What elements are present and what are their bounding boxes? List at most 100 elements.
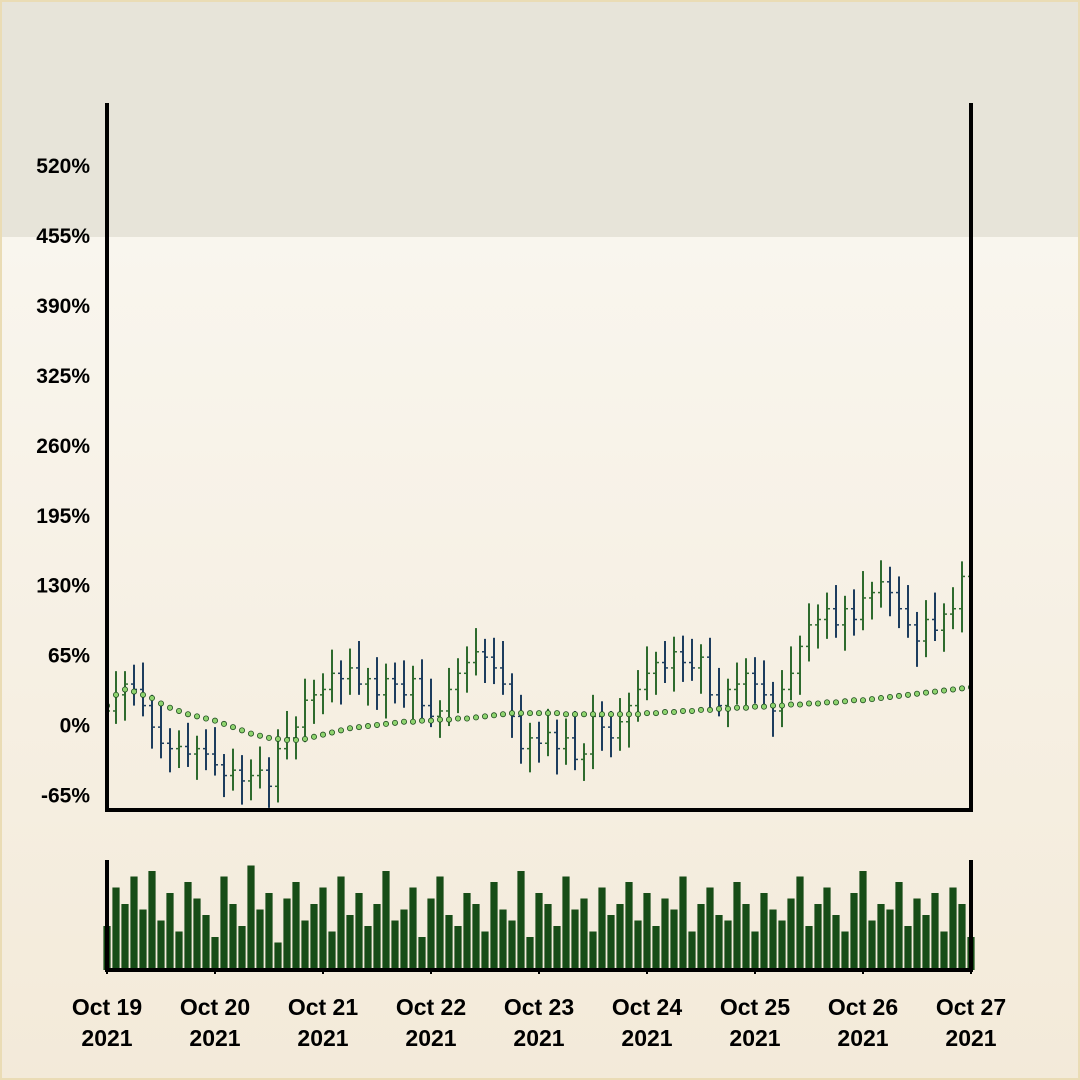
moving-average-point [626, 711, 633, 718]
moving-average-point [725, 705, 732, 712]
moving-average-point [950, 686, 957, 693]
moving-average-point [959, 685, 966, 692]
x-tick-label: Oct 23 2021 [503, 994, 575, 1051]
moving-average-point [815, 700, 822, 707]
moving-average-point [157, 700, 164, 707]
moving-average-point [860, 697, 867, 704]
moving-average-point [418, 717, 425, 724]
moving-average-point [716, 705, 723, 712]
moving-average-point [499, 711, 506, 718]
volume-bar [427, 898, 435, 970]
moving-average-point [193, 713, 200, 720]
moving-average-point [932, 688, 939, 695]
volume-bar [742, 904, 750, 970]
moving-average-point [301, 735, 308, 742]
volume-bar [607, 915, 615, 970]
moving-average-point [373, 721, 380, 728]
axes [105, 103, 973, 972]
volume-bar [886, 909, 894, 970]
volume-bar [400, 909, 408, 970]
moving-average-point [139, 691, 146, 698]
volume-bar [796, 876, 804, 970]
moving-average-point [779, 702, 786, 709]
moving-average-point [346, 725, 353, 732]
volume-bar [544, 904, 552, 970]
moving-average-point [680, 707, 687, 714]
x-tick-label: Oct 25 2021 [719, 994, 791, 1051]
volume-bar [526, 937, 534, 970]
moving-average-point [707, 706, 714, 713]
volume-bar [229, 904, 237, 970]
volume-bar [661, 898, 669, 970]
volume-bar [679, 876, 687, 970]
moving-average-point [400, 718, 407, 725]
volume-bar [346, 915, 354, 970]
volume-bar [580, 898, 588, 970]
y-tick-label: 195% [36, 505, 90, 528]
volume-bar [598, 887, 606, 970]
volume-bar [571, 909, 579, 970]
moving-average-point [382, 720, 389, 727]
moving-average-point [247, 730, 254, 737]
volume-bar [913, 898, 921, 970]
moving-average-point [113, 691, 120, 698]
volume-bar [202, 915, 210, 970]
volume-bar [841, 931, 849, 970]
x-tick-label: Oct 27 2021 [935, 994, 1007, 1051]
volume-bar [553, 926, 561, 970]
volume-bar [391, 920, 399, 970]
volume-bar [256, 909, 264, 970]
volume-bar [436, 876, 444, 970]
volume-bar [562, 876, 570, 970]
volume-bar [472, 904, 480, 970]
volume-bar [247, 865, 255, 970]
volume-bar [121, 904, 129, 970]
moving-average-point [869, 696, 876, 703]
volume-bar [157, 920, 165, 970]
moving-average-point [698, 706, 705, 713]
volume-bar [364, 926, 372, 970]
x-tick-label: Oct 21 2021 [287, 994, 359, 1051]
volume-bar [697, 904, 705, 970]
volume-bar [625, 882, 633, 970]
price-plot [107, 533, 971, 808]
volume-bar [769, 909, 777, 970]
moving-average-point [319, 731, 326, 738]
volume-bar [337, 876, 345, 970]
y-tick-label: 260% [36, 435, 90, 458]
volume-bar [895, 882, 903, 970]
moving-average-point [508, 710, 515, 717]
volume-bar [832, 915, 840, 970]
y-tick-label: -65% [41, 785, 90, 808]
moving-average-point [545, 710, 552, 717]
volume-bar [787, 898, 795, 970]
moving-average-point [184, 711, 191, 718]
x-tick-label: Oct 19 2021 [71, 994, 143, 1051]
moving-average-point [292, 737, 299, 744]
moving-average-point [914, 690, 921, 697]
moving-average-point [463, 715, 470, 722]
volume-bar [652, 926, 660, 970]
moving-average-point [202, 715, 209, 722]
volume-bar [166, 893, 174, 970]
volume-bar [454, 926, 462, 970]
moving-average-point [554, 710, 561, 717]
moving-average-point [220, 720, 227, 727]
volume-bar [220, 876, 228, 970]
volume-bar [760, 893, 768, 970]
moving-average-point [806, 700, 813, 707]
moving-average-point [878, 695, 885, 702]
moving-average-point [265, 734, 272, 741]
volume-bar [922, 915, 930, 970]
volume-bar [328, 931, 336, 970]
y-tick-label: 130% [36, 575, 90, 598]
moving-average-point [211, 717, 218, 724]
volume-bar [877, 904, 885, 970]
volume-bar [778, 920, 786, 970]
moving-average-point [572, 711, 579, 718]
volume-bar [310, 904, 318, 970]
moving-average-point [274, 735, 281, 742]
volume-bar [670, 909, 678, 970]
